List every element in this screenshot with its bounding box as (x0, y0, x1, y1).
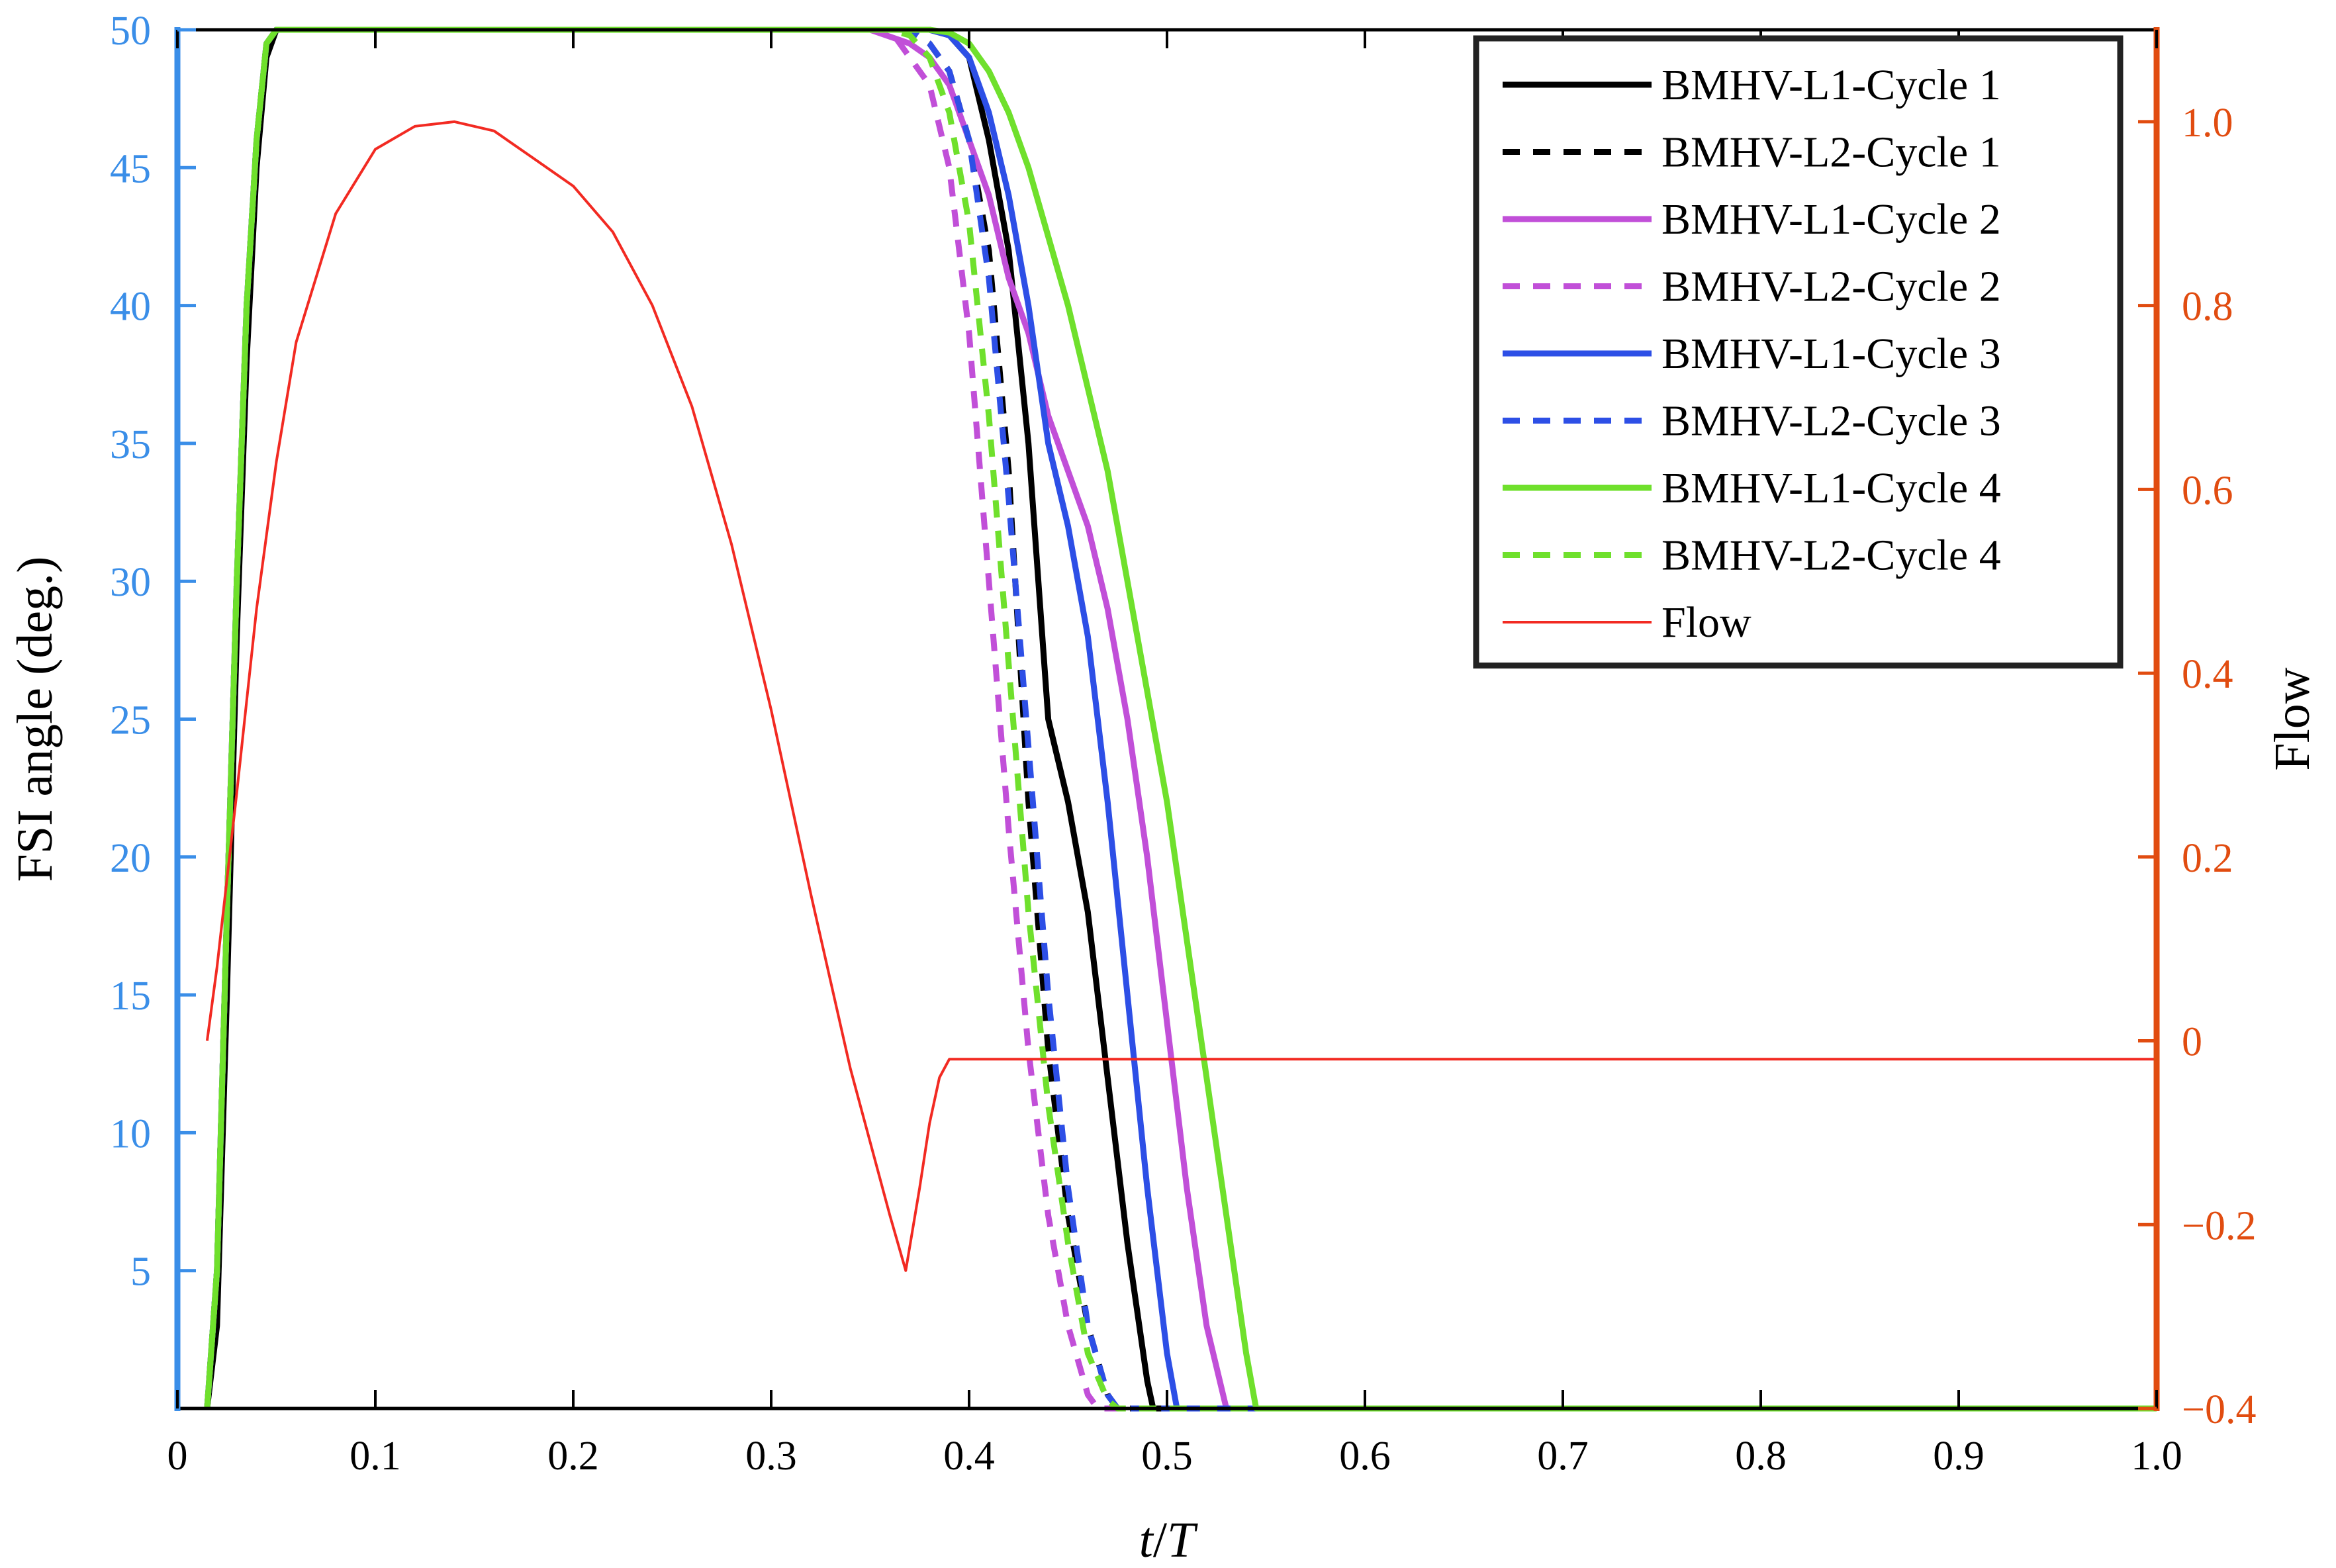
right-y-tick-label: −0.2 (2182, 1203, 2256, 1248)
left-y-tick-label: 5 (130, 1250, 151, 1295)
legend-label-bmhv-l1-cycle-3: BMHV-L1-Cycle 3 (1661, 330, 2001, 378)
series-line-flow (205, 120, 2157, 1272)
series-line-bmhv-l2-cycle-4 (204, 26, 2157, 1412)
right-y-tick-label: 0.2 (2182, 836, 2233, 881)
series-line-bmhv-l2-cycle-2 (204, 26, 2157, 1412)
left-y-tick-label: 25 (110, 698, 151, 743)
legend-label-bmhv-l1-cycle-2: BMHV-L1-Cycle 2 (1661, 195, 2001, 244)
x-tick-label: 1.0 (2131, 1434, 2182, 1479)
left-y-tick-label: 35 (110, 422, 151, 467)
left-y-axis-label: FSI angle (deg.) (7, 557, 63, 882)
x-tick-label: 0.4 (943, 1434, 995, 1479)
right-y-tick-label: 0.8 (2182, 285, 2233, 330)
legend-label-bmhv-l2-cycle-2: BMHV-L2-Cycle 2 (1661, 263, 2001, 311)
x-tick-label: 0.7 (1537, 1434, 1589, 1479)
right-y-tick-label: 1.0 (2182, 101, 2233, 146)
right-y-tick-label: 0 (2182, 1020, 2202, 1065)
series-line-bmhv-l2-cycle-3 (204, 26, 2157, 1412)
x-axis: 0 0.1 0.2 0.3 0.4 0.5 0.6 0.7 0.8 0.9 1.0 (167, 30, 2182, 1479)
right-y-axis: −0.4 −0.2 0 0.2 0.4 0.6 0.8 1.0 (2138, 101, 2256, 1432)
left-y-tick-label: 15 (110, 974, 151, 1019)
x-tick-label: 0.8 (1735, 1434, 1787, 1479)
legend-label-flow: Flow (1661, 598, 1752, 647)
right-y-tick-label: 0.4 (2182, 652, 2233, 697)
legend-label-bmhv-l2-cycle-1: BMHV-L2-Cycle 1 (1661, 128, 2001, 177)
left-y-tick-label: 40 (110, 285, 151, 330)
left-y-axis: 5 10 15 20 25 30 35 40 45 50 (110, 9, 196, 1295)
x-tick-label: 0.6 (1339, 1434, 1391, 1479)
legend: BMHV-L1-Cycle 1 BMHV-L2-Cycle 1 BMHV-L1-Cy… (1473, 35, 2124, 669)
right-y-axis-label: Flow (2265, 667, 2320, 770)
left-y-tick-label: 50 (110, 9, 151, 54)
left-y-tick-label: 20 (110, 836, 151, 881)
x-tick-label: 0.9 (1933, 1434, 1985, 1479)
series-group (204, 26, 2157, 1412)
left-y-tick-label: 45 (110, 146, 151, 191)
right-y-tick-label: 0.6 (2182, 468, 2233, 513)
x-tick-label: 0.5 (1141, 1434, 1193, 1479)
legend-label-bmhv-l1-cycle-4: BMHV-L1-Cycle 4 (1661, 464, 2001, 512)
legend-label-bmhv-l2-cycle-4: BMHV-L2-Cycle 4 (1661, 531, 2001, 580)
x-tick-label: 0.1 (350, 1434, 401, 1479)
left-y-tick-label: 10 (110, 1111, 151, 1156)
x-tick-label: 0.2 (547, 1434, 599, 1479)
x-tick-label: 0.3 (745, 1434, 797, 1479)
legend-label-bmhv-l1-cycle-1: BMHV-L1-Cycle 1 (1661, 61, 2001, 109)
right-y-tick-label: −0.4 (2182, 1387, 2256, 1432)
legend-label-bmhv-l2-cycle-3: BMHV-L2-Cycle 3 (1661, 397, 2001, 445)
left-y-tick-label: 30 (110, 560, 151, 605)
x-axis-label: t/T (1139, 1512, 1198, 1568)
series-line-bmhv-l1-cycle-4 (204, 26, 2157, 1412)
x-tick-label: 0 (167, 1434, 188, 1479)
